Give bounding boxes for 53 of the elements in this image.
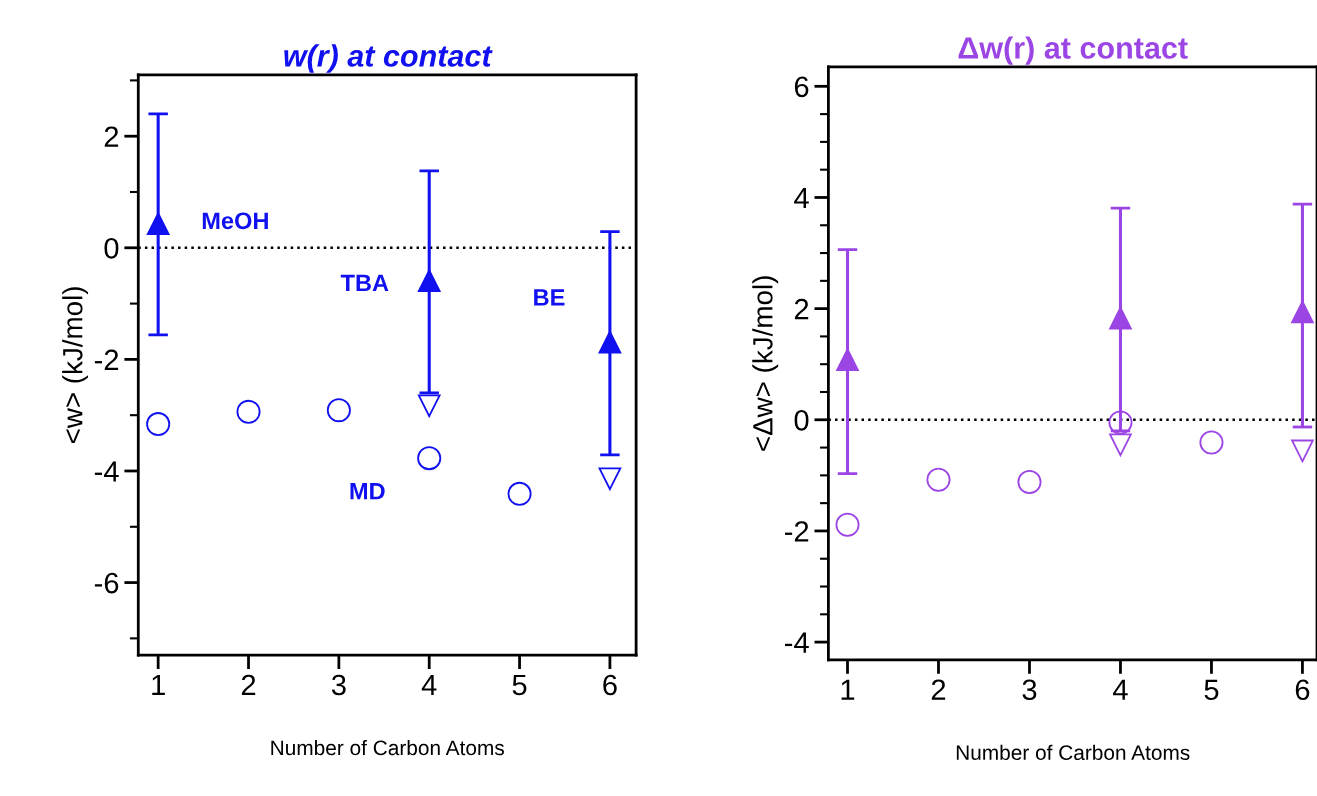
x-tick-label: 2 [931,679,946,700]
y-tick-label: 4 [794,187,809,209]
x-tick-label: 1 [841,679,855,700]
y-tick-label: 2 [794,298,809,320]
point [598,467,622,491]
point [507,481,532,506]
annotation: BE [534,289,565,306]
x-tick-label: 3 [331,674,346,696]
point [417,446,442,471]
annotation: TBA [340,274,389,291]
point [598,330,622,354]
point [146,212,170,236]
x-tick-label: 5 [512,674,527,696]
point [926,467,951,492]
point [1017,470,1042,495]
point [1291,300,1314,324]
x-axis-title: Number of Carbon Atoms [956,744,1190,761]
point [1109,306,1132,330]
y-tick-label: 0 [104,238,119,259]
point [835,512,860,537]
x-tick-label: 3 [1022,679,1037,701]
y-tick-label: -2 [94,349,119,370]
x-tick-label: 4 [1113,679,1128,700]
x-tick-label: 6 [1295,679,1310,701]
chart-title: w(r) at contact [284,44,493,73]
point [326,398,351,423]
point [1108,410,1133,435]
x-tick-label: 6 [603,674,617,696]
x-tick-label: 1 [152,674,165,695]
point [417,269,441,293]
point [236,399,261,424]
chart-title: Δw(r) at contact [958,36,1188,65]
point [417,394,441,418]
x-tick-label: 4 [421,674,437,695]
y-tick-label: -2 [785,521,809,542]
y-axis-title: <Δw> (kJ/mol) [752,276,779,451]
x-tick-label: 5 [1204,679,1219,701]
y-tick-label: 2 [104,126,119,147]
point [1109,433,1132,457]
y-tick-label: -4 [94,461,119,482]
point [1291,439,1314,463]
point [1199,430,1224,455]
y-tick-label: 0 [794,409,809,431]
annotation: MD [350,483,385,500]
y-axis-title: <w> (kJ/mol) [62,287,89,444]
y-tick-label: -6 [94,572,119,594]
point [836,348,859,372]
point [146,412,171,437]
x-tick-label: 2 [241,674,256,695]
annotation: MeOH [202,212,268,230]
x-axis-title: Number of Carbon Atoms [271,739,504,756]
y-tick-label: -4 [785,632,809,653]
y-tick-label: 6 [794,76,809,98]
